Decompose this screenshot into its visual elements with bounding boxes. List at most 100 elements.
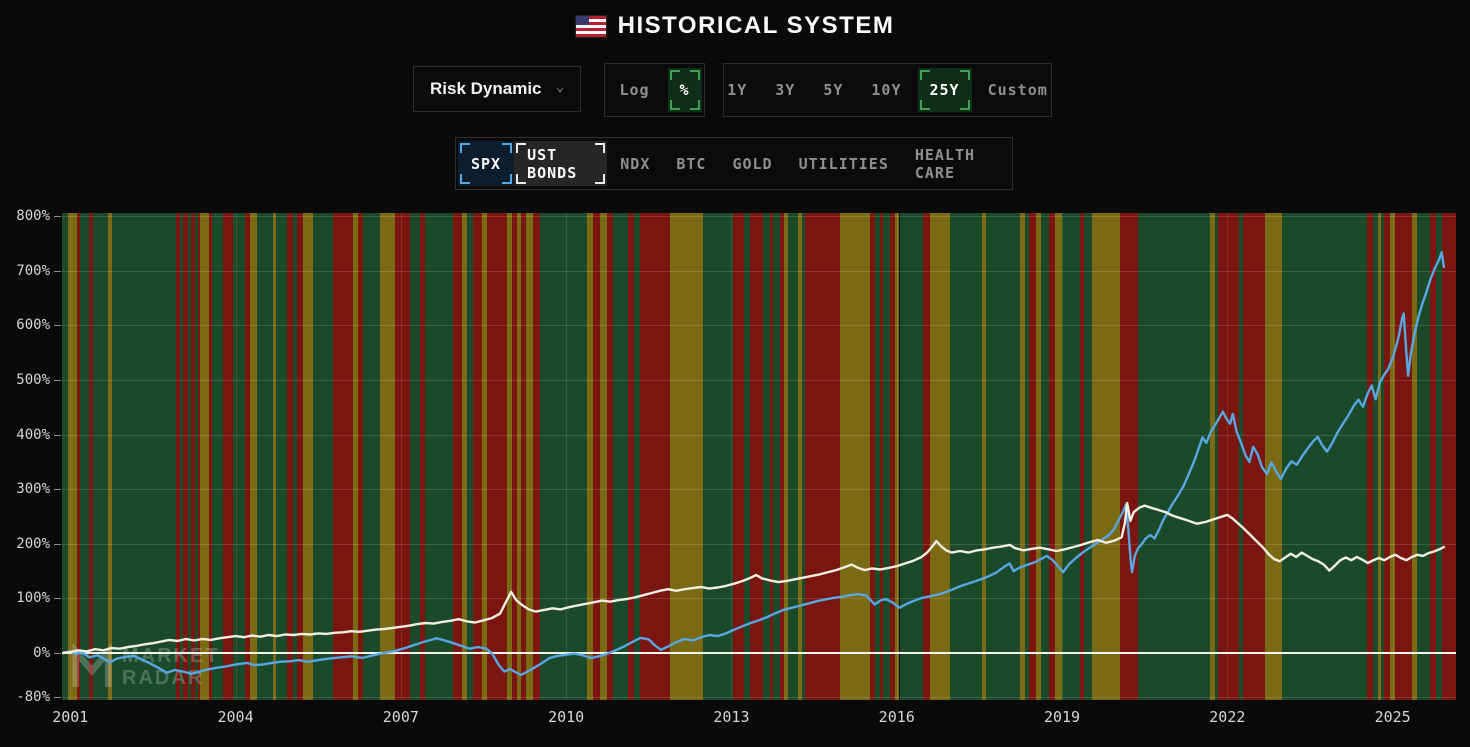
y-axis-label: 500% xyxy=(16,372,50,389)
regime-band xyxy=(593,213,600,700)
range-option-3y[interactable]: 3Y xyxy=(775,81,796,99)
regime-band xyxy=(67,213,78,700)
regime-band xyxy=(770,213,774,700)
chart-plot[interactable] xyxy=(62,213,1456,700)
tab-ndx[interactable]: NDX xyxy=(620,154,651,173)
scale-option-log[interactable]: Log xyxy=(619,81,650,99)
regime-band xyxy=(1366,213,1373,700)
regime-band xyxy=(599,213,607,700)
tab-gold[interactable]: GOLD xyxy=(732,154,773,173)
regime-band xyxy=(743,213,750,700)
regime-band xyxy=(882,213,890,700)
v-gridline xyxy=(1392,213,1394,700)
x-axis-label: 2016 xyxy=(878,708,915,726)
regime-band xyxy=(93,213,109,700)
regime-band xyxy=(1091,213,1120,700)
y-axis-label: 100% xyxy=(16,590,50,607)
h-gridline xyxy=(62,325,1456,327)
regime-band xyxy=(379,213,396,700)
x-axis-label: 2013 xyxy=(713,708,750,726)
regime-band xyxy=(212,213,224,700)
h-gridline xyxy=(62,270,1456,272)
regime-band xyxy=(209,213,213,700)
regime-band xyxy=(233,213,245,700)
regime-band xyxy=(273,213,277,700)
v-gridline xyxy=(1062,213,1064,700)
x-axis-label: 2004 xyxy=(217,708,254,726)
y-axis-tick xyxy=(54,598,61,600)
v-gridline xyxy=(235,213,237,700)
tab-ust-bonds[interactable]: UST BONDS xyxy=(514,141,608,186)
tab-utilities[interactable]: UTILITIES xyxy=(798,154,889,173)
y-axis-tick xyxy=(54,216,61,218)
regime-band xyxy=(1084,213,1092,700)
regime-band xyxy=(929,213,950,700)
regime-band xyxy=(88,213,94,700)
v-gridline xyxy=(400,213,402,700)
scale-option--[interactable]: % xyxy=(667,68,702,112)
tab-health-care[interactable]: HEALTH CARE xyxy=(914,145,976,182)
regime-band xyxy=(276,213,288,700)
regime-band xyxy=(1372,213,1378,700)
x-axis-label: 2022 xyxy=(1209,708,1246,726)
regime-band xyxy=(1239,213,1243,700)
regime-band xyxy=(176,213,181,700)
regime-band xyxy=(894,213,900,700)
y-axis-tick xyxy=(54,270,61,272)
chevron-down-icon: ⌄ xyxy=(556,79,564,95)
regime-band xyxy=(313,213,334,700)
regime-band xyxy=(839,213,870,700)
scale-toggle-group: Log% xyxy=(604,63,705,117)
regime-band xyxy=(1389,213,1395,700)
regime-band xyxy=(183,213,189,700)
mode-select[interactable]: Risk Dynamic ⌄ xyxy=(413,66,581,112)
tab-spx[interactable]: SPX xyxy=(458,141,515,186)
us-flag-icon xyxy=(575,15,606,37)
y-axis-label: 600% xyxy=(16,317,50,334)
series-line-ust-bonds xyxy=(62,501,1446,655)
regime-band xyxy=(783,213,788,700)
range-option-25y[interactable]: 25Y xyxy=(917,68,972,112)
range-option-1y[interactable]: 1Y xyxy=(727,81,748,99)
v-gridline xyxy=(566,213,568,700)
regime-band xyxy=(773,213,780,700)
regime-band xyxy=(702,213,734,700)
page-title: HISTORICAL SYSTEM xyxy=(617,12,895,39)
regime-band xyxy=(1264,213,1283,700)
regime-band xyxy=(1019,213,1026,700)
v-gridline xyxy=(70,213,72,700)
regime-band xyxy=(1435,213,1443,700)
y-axis-label: 0% xyxy=(33,645,50,662)
regime-band xyxy=(244,213,251,700)
regime-band xyxy=(362,213,380,700)
x-axis-label: 2001 xyxy=(52,708,89,726)
regime-band xyxy=(1028,213,1036,700)
x-axis-label: 2007 xyxy=(382,708,419,726)
range-option-custom[interactable]: Custom xyxy=(987,81,1048,99)
regime-band xyxy=(197,213,201,700)
regime-band xyxy=(1381,213,1385,700)
regime-band xyxy=(357,213,363,700)
regime-band xyxy=(352,213,358,700)
regime-band xyxy=(188,213,191,700)
asset-tabs: SPX UST BONDS NDX BTC GOLD UTILITIES HEALTH CA… xyxy=(455,137,1013,190)
regime-band xyxy=(190,213,195,700)
regime-band xyxy=(111,213,177,700)
range-option-10y[interactable]: 10Y xyxy=(871,81,902,99)
tab-btc[interactable]: BTC xyxy=(676,154,707,173)
regime-band xyxy=(1025,213,1029,700)
h-gridline xyxy=(62,380,1456,382)
x-axis-label: 2010 xyxy=(548,708,585,726)
regime-band xyxy=(257,213,274,700)
regime-band xyxy=(1119,213,1138,700)
y-axis-tick xyxy=(54,380,61,382)
y-axis-label: 200% xyxy=(16,535,50,552)
mode-select-value: Risk Dynamic xyxy=(430,79,542,98)
regime-band xyxy=(293,213,298,700)
regime-band xyxy=(922,213,930,700)
range-option-5y[interactable]: 5Y xyxy=(823,81,844,99)
regime-band xyxy=(606,213,613,700)
regime-band xyxy=(1429,213,1436,700)
regime-band xyxy=(801,213,805,700)
